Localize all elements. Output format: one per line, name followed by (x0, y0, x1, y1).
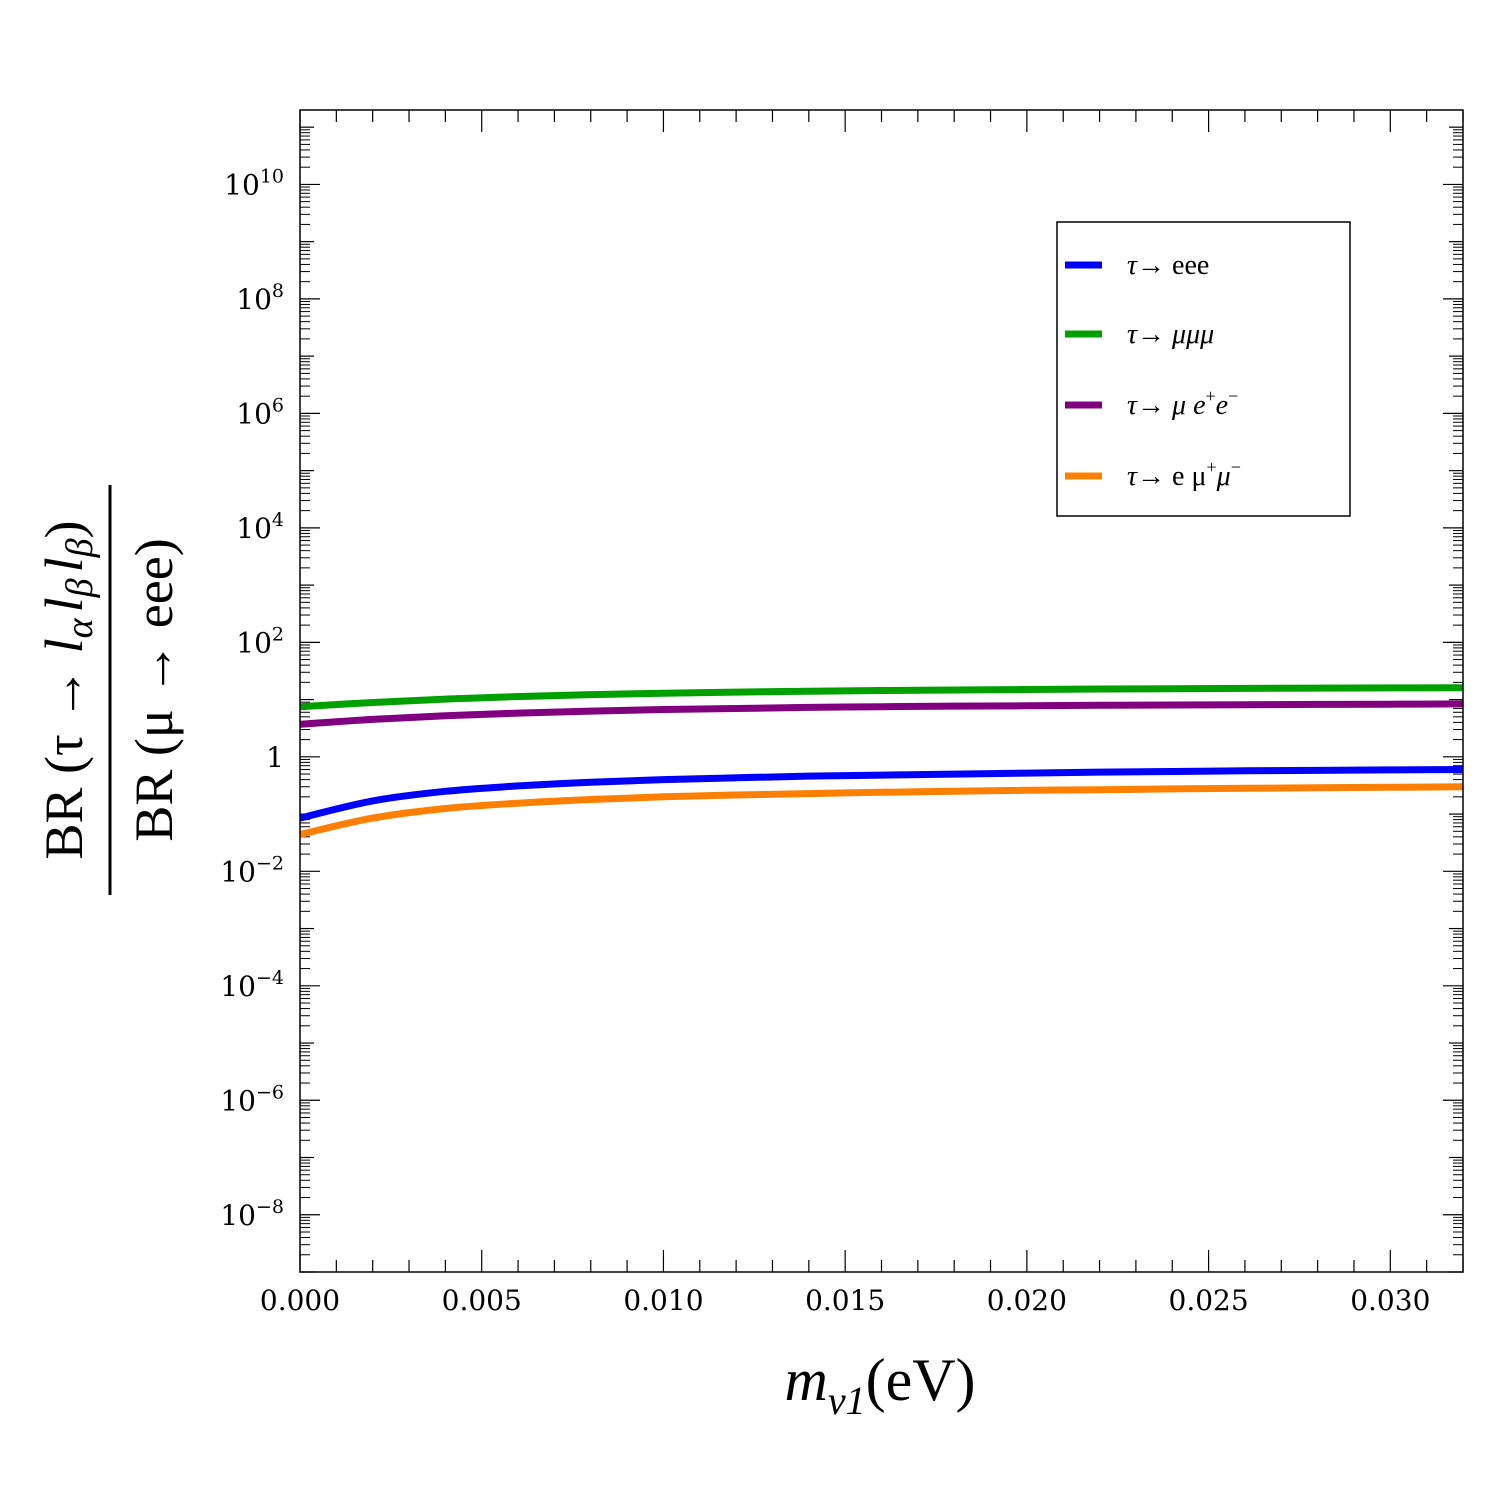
legend: τ→ eee τ→ μμμ τ→ μ e+e− τ→ e μ+μ− (1056, 221, 1351, 517)
series-tau-e-mumu (299, 783, 1464, 838)
y-tick-label: 10−8 (220, 1196, 284, 1232)
legend-label: τ→ e μ+μ− (1127, 457, 1241, 492)
y-axis-title: BR (τ → lαlβlβ) BR (μ → eee) (34, 485, 184, 895)
y-tick-label: 102 (236, 623, 284, 659)
tick-labels: 10−8 10−6 10−4 10−2 1 102 104 106 108 1010 0.000 0.… (220, 165, 1430, 1317)
series-layer (299, 684, 1464, 838)
y-axis-denominator: BR (μ → eee) (124, 538, 184, 841)
x-tick-label: 0.005 (442, 1284, 522, 1317)
legend-box (1056, 221, 1351, 517)
series-tau-mu-ee (299, 700, 1464, 728)
x-tick-label: 0.015 (805, 1284, 885, 1317)
series-tau-eee (299, 766, 1464, 822)
x-tick-label: 0.020 (987, 1284, 1067, 1317)
series-tau-mumumu (299, 684, 1464, 711)
y-tick-label: 1 (266, 741, 284, 774)
y-tick-label: 10−4 (220, 967, 284, 1003)
y-tick-label: 10−2 (220, 852, 284, 888)
plot-frame (299, 109, 1464, 1273)
x-tick-label: 0.025 (1169, 1284, 1249, 1317)
x-tick-label: 0.030 (1350, 1284, 1430, 1317)
y-tick-label: 104 (236, 509, 284, 545)
y-tick-label: 1010 (224, 165, 284, 201)
y-tick-label: 106 (236, 394, 284, 430)
x-tick-label: 0.010 (623, 1284, 703, 1317)
y-tick-label: 108 (236, 280, 284, 316)
y-axis-numerator: BR (τ → lαlβlβ) (34, 520, 101, 859)
x-tick-label: 0.000 (260, 1284, 340, 1317)
y-tick-label: 10−6 (220, 1081, 284, 1117)
legend-label: τ→ μμμ (1127, 319, 1214, 350)
x-axis-title: mν1(eV) (784, 1347, 975, 1423)
legend-label: τ→ eee (1127, 250, 1209, 281)
legend-label: τ→ μ e+e− (1127, 386, 1238, 421)
